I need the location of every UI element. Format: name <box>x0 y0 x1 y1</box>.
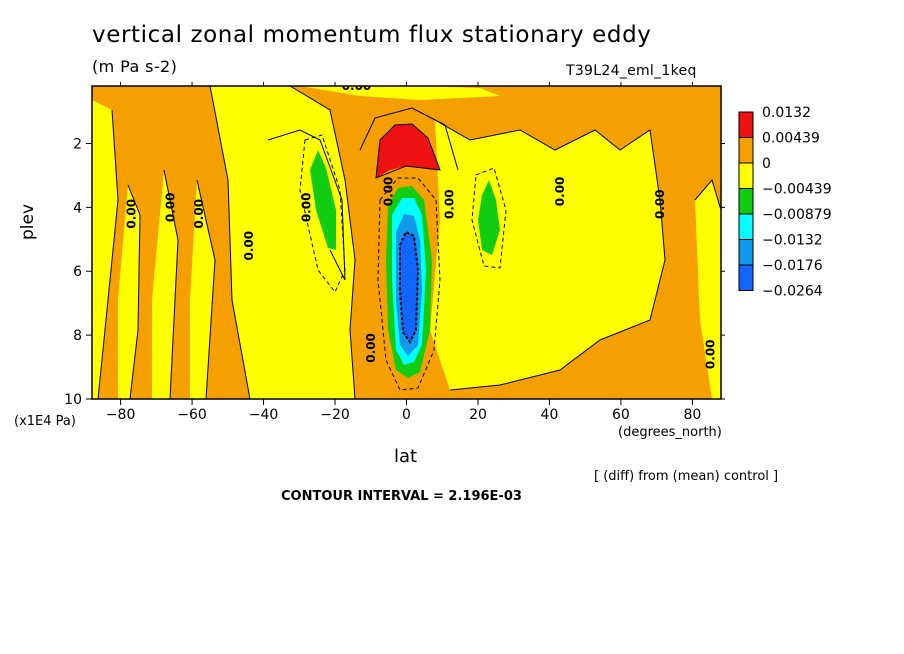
yellow-region-far-north <box>695 180 721 399</box>
y-tick-label: 4 <box>73 200 82 216</box>
yellow-region-south-2 <box>152 170 178 399</box>
contour-label: 0.00 <box>342 79 372 93</box>
y-tick-label: 10 <box>64 392 82 408</box>
x-tick-label: −20 <box>320 407 350 423</box>
contour-label: 0.00 <box>164 193 178 223</box>
contour-line-dashed <box>471 167 507 269</box>
legend-label: −0.0264 <box>762 284 823 300</box>
x-axis-label: lat <box>394 446 418 467</box>
contour-lines <box>97 86 721 399</box>
x-tick-label: 20 <box>469 407 487 423</box>
legend-swatch <box>738 239 754 266</box>
contour-line-dashed <box>299 134 346 293</box>
contour-line <box>127 184 141 399</box>
contour-label: 0.00 <box>553 177 567 207</box>
contour-fills <box>92 86 721 399</box>
contour-label: 0.00 <box>364 333 378 363</box>
run-id: T39L24_eml_1keq <box>566 63 697 79</box>
contour-labels: 0.00 0.00 0.00 0.00 0.00 0.00 0.00 0.00 0.00 0.00… <box>124 79 717 369</box>
legend-label: −0.0132 <box>762 233 823 249</box>
contour-line <box>97 109 119 399</box>
contour-line-dashed <box>377 177 441 391</box>
contour-line <box>209 86 251 399</box>
green-region-south <box>310 150 336 250</box>
yellow-region-south-3 <box>190 180 215 399</box>
contour-interval: CONTOUR INTERVAL = 2.196E-03 <box>281 489 522 504</box>
legend-swatch <box>738 111 754 138</box>
contour-line <box>359 107 459 171</box>
x-tick-label: 80 <box>683 407 701 423</box>
legend-swatch <box>738 162 754 189</box>
y-axis: 2 4 6 8 10 <box>64 136 725 408</box>
color-legend: 0.0132 0.00439 0 −0.00439 −0.00879 −0.0132 −0.… <box>738 105 832 300</box>
y-tick-label: 8 <box>73 328 82 344</box>
contour-line <box>449 259 666 391</box>
legend-swatch <box>738 264 754 291</box>
x-tick-label: −80 <box>106 407 136 423</box>
contour-label: 0.00 <box>124 199 138 229</box>
y-tick-label: 6 <box>73 264 82 280</box>
y-tick-label: 2 <box>73 136 82 152</box>
legend-swatch <box>738 137 754 164</box>
legend-label: −0.00439 <box>762 182 832 198</box>
plot-area: 0.00 0.00 0.00 0.00 0.00 0.00 0.00 0.00 0.00 0.00… <box>92 79 721 399</box>
contour-line <box>375 123 441 179</box>
contour-label: 0.00 <box>703 339 717 369</box>
difference-note: [ (diff) from (mean) control ] <box>594 469 779 484</box>
contour-line-dashed <box>399 230 420 344</box>
contour-label: 0.00 <box>242 231 256 261</box>
chart-title: vertical zonal momentum flux stationary … <box>92 22 652 48</box>
x-tick-label: 0 <box>402 407 411 423</box>
contour-line <box>196 179 216 399</box>
contour-line <box>434 119 666 261</box>
contour-label: 0.00 <box>382 177 396 207</box>
contour-label: 0.00 <box>192 199 206 229</box>
contour-label: 0.00 <box>442 189 456 219</box>
yellow-region-top <box>300 86 500 100</box>
x-tick-label: −60 <box>177 407 207 423</box>
green-region-north <box>478 180 500 255</box>
x-tick-label: 40 <box>541 407 559 423</box>
chart-units: (m Pa s-2) <box>92 57 178 76</box>
legend-label: 0 <box>762 156 771 172</box>
x-tick-label: 60 <box>612 407 630 423</box>
legend-label: 0.00439 <box>762 131 820 147</box>
x-tick-label: −40 <box>249 407 279 423</box>
yellow-region-south-1 <box>118 185 140 399</box>
legend-swatch <box>738 213 754 240</box>
legend-label: 0.0132 <box>762 105 811 121</box>
legend-label: −0.0176 <box>762 258 823 274</box>
blue-region-equator <box>400 232 418 342</box>
legend-swatch <box>738 188 754 215</box>
contour-line <box>694 178 721 211</box>
x-axis-unit: (degrees_north) <box>618 425 722 440</box>
contour-line <box>289 86 356 399</box>
contour-label: 0.00 <box>299 193 313 223</box>
contour-line <box>163 169 179 399</box>
yellow-region-far-south <box>92 100 118 399</box>
x-axis: −80 −60 −40 −20 0 20 40 60 80 <box>106 82 701 423</box>
red-region <box>376 124 440 178</box>
y-axis-unit: (x1E4 Pa) <box>14 414 76 429</box>
legend-label: −0.00879 <box>762 207 832 223</box>
contour-label: 0.00 <box>653 189 667 219</box>
